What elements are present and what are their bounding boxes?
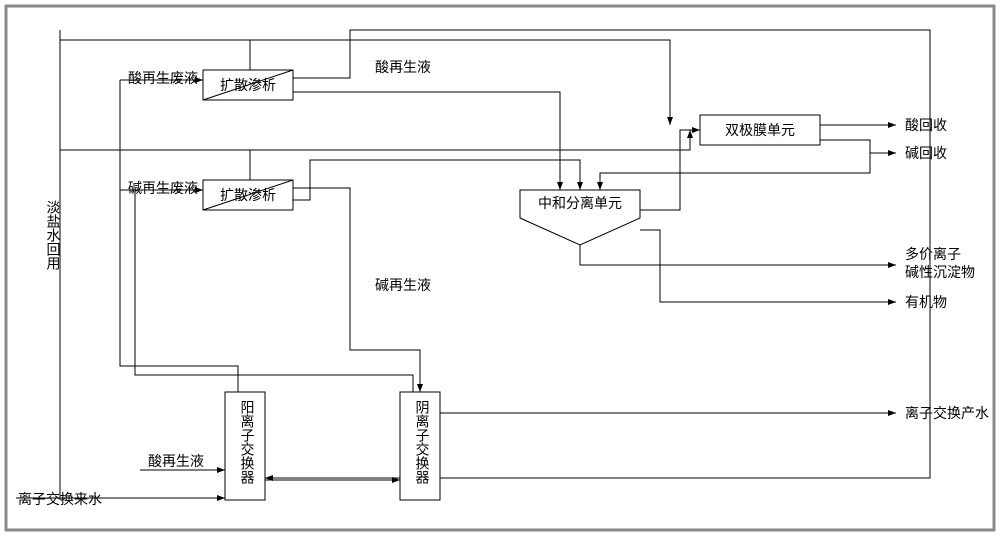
svg-text:双极膜单元: 双极膜单元: [725, 123, 795, 139]
svg-text:阳离子交换器: 阳离子交换器: [239, 400, 255, 484]
edge-cation_waste_to_d1: [120, 80, 238, 392]
label-acid_recover: 酸回收: [905, 118, 947, 134]
label-alkali_regen: 碱再生液: [375, 278, 431, 294]
label-product: 离子交换产水: [905, 405, 989, 422]
label-alkali_recover: 碱回收: [905, 146, 947, 162]
svg-text:中和分离单元: 中和分离单元: [538, 195, 622, 212]
node-cation: 阳离子交换器: [225, 392, 265, 500]
edge-d1_regen_down: [265, 30, 930, 478]
edge-bipolar_in_from_neutral: [640, 130, 700, 210]
edge-neutral_org_out: [640, 230, 896, 302]
label-acid_regen_bottom: 酸再生液: [148, 454, 204, 470]
edge-neutral_precip_out: [580, 245, 896, 265]
label-organics: 有机物: [905, 295, 947, 311]
label-alkali_waste: 碱再生废液: [128, 181, 198, 197]
label-acid_regen_top: 酸再生液: [375, 60, 431, 76]
edge-d1_top_up: [250, 40, 670, 125]
node-diffusion2: 扩散渗析: [203, 180, 293, 210]
label-polyvalent: 多价离子: [905, 246, 961, 263]
node-diffusion1: 扩散渗析: [203, 70, 293, 100]
label-acid_waste: 酸再生废液: [128, 71, 198, 87]
edge-anion_waste_to_d2: [135, 190, 413, 392]
label-brine_reuse: 淡盐水回用: [45, 200, 61, 271]
edge-d1_salt_to_neutral: [293, 92, 560, 190]
label-feed: 离子交换来水: [18, 491, 102, 508]
svg-text:扩散渗析: 扩散渗析: [220, 188, 276, 204]
node-anion: 阴离子交换器: [400, 392, 440, 500]
node-bipolar: 双极膜单元: [700, 115, 820, 145]
svg-text:扩散渗析: 扩散渗析: [220, 78, 276, 94]
svg-text:阴离子交换器: 阴离子交换器: [414, 400, 430, 484]
edge-bipolar_alkali_to_neutral: [600, 140, 870, 190]
node-neutral: 中和分离单元: [520, 190, 640, 245]
label-precipitate: 碱性沉淀物: [905, 265, 975, 281]
